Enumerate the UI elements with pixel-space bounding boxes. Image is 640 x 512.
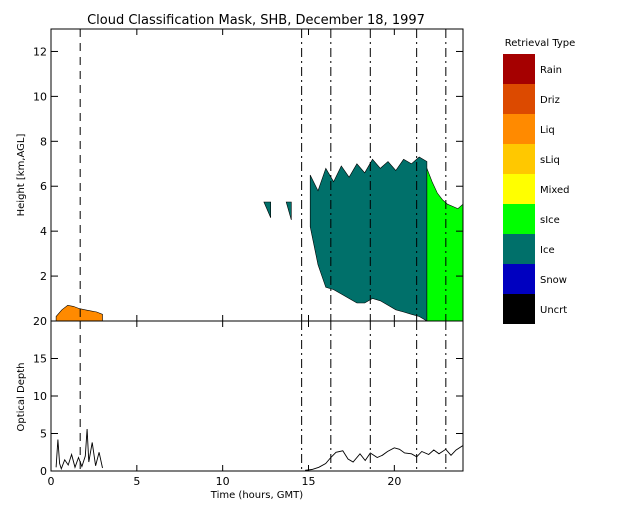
od-xtick-label-0: 0: [48, 475, 55, 488]
legend-label-uncrt: Uncrt: [540, 305, 567, 316]
legend-label-rain: Rain: [540, 65, 562, 76]
od-ytick-label-1: 5: [40, 428, 47, 441]
od-ytick-label-0: 0: [40, 465, 47, 478]
legend-swatch-sliq: [503, 144, 535, 174]
od-ytick-label-3: 15: [33, 353, 47, 366]
legend-label-driz: Driz: [540, 95, 560, 106]
legend-label-snow: Snow: [540, 275, 567, 286]
legend-swatch-mixed: [503, 174, 535, 204]
legend-title: Retrieval Type: [505, 38, 576, 49]
legend-label-liq: Liq: [540, 125, 555, 136]
legend-label-sice: sIce: [540, 215, 560, 226]
legend-items: Rain Driz Liq sLiq Mixed sIce Ice Snow Uncrt: [503, 54, 570, 324]
legend-swatch-rain: [503, 54, 535, 84]
legend-label-sliq: sLiq: [540, 155, 560, 166]
od-ytick-label-4: 20: [33, 315, 47, 328]
legend-swatch-uncrt: [503, 294, 535, 324]
mask-ticks: 2 4 6 8 10 12: [33, 29, 463, 321]
mask-ytick-label-0: 2: [40, 270, 47, 283]
od-xlabel: Time (hours, GMT): [210, 490, 304, 501]
mask-ytick-label-4: 10: [33, 90, 47, 103]
mask-ytick-label-1: 4: [40, 225, 47, 238]
od-ticks: 0 5 10 15 20 0 5 10 15 20: [33, 315, 463, 488]
region-liq-0: [55, 304, 103, 322]
legend-swatch-snow: [503, 264, 535, 294]
od-xtick-label-2: 10: [216, 475, 230, 488]
legend-swatch-liq: [503, 114, 535, 144]
legend: Retrieval Type Rain Driz Liq sLiq Mixed sIce I…: [503, 38, 575, 324]
mask-ytick-label-3: 8: [40, 135, 47, 148]
legend-label-ice: Ice: [540, 245, 555, 256]
od-plot-frame: [50, 320, 464, 472]
legend-label-mixed: Mixed: [540, 185, 570, 196]
mask-ylabel: Height [km,AGL]: [16, 134, 27, 217]
od-xtick-label-3: 15: [302, 475, 316, 488]
od-series-line: [55, 428, 464, 471]
region-ice-3: [263, 201, 271, 218]
optical-depth-panel: 0 5 10 15 20 0 5 10 15 20 Optical Depth Time (hou…: [16, 315, 464, 501]
legend-swatch-driz: [503, 84, 535, 114]
mask-panel: 2 4 6 8 10 12 Height [km,AGL]: [16, 28, 464, 322]
region-sice-2: [426, 168, 464, 322]
region-ice-4: [285, 201, 292, 220]
od-ytick-label-2: 10: [33, 390, 47, 403]
mask-event-lines: [79, 29, 447, 321]
legend-swatch-ice: [503, 234, 535, 264]
od-xtick-label-4: 20: [387, 475, 401, 488]
chart-title: Cloud Classification Mask, SHB, December…: [87, 13, 425, 28]
legend-swatch-sice: [503, 204, 535, 234]
mask-regions: [55, 156, 464, 322]
od-xtick-label-1: 5: [133, 475, 140, 488]
od-event-lines: [79, 321, 447, 471]
od-ylabel: Optical Depth: [16, 363, 27, 432]
mask-ytick-label-5: 12: [33, 45, 47, 58]
mask-ytick-label-2: 6: [40, 180, 47, 193]
region-ice-1: [309, 156, 428, 322]
